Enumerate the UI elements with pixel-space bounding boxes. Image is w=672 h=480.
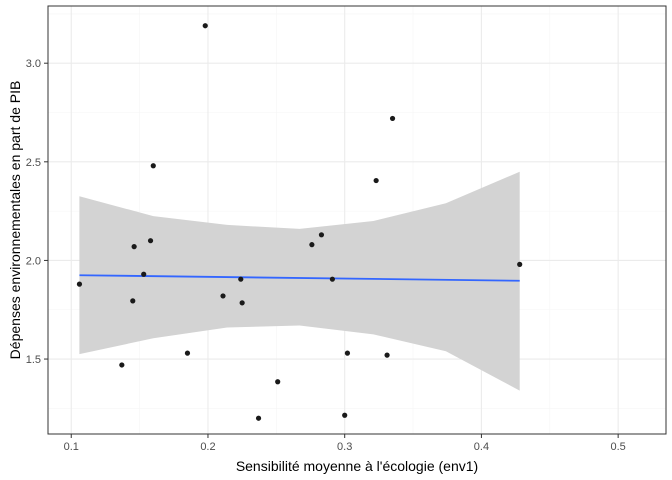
data-point: [150, 163, 156, 169]
data-point: [119, 362, 125, 368]
x-tick-label: 0.4: [474, 441, 489, 453]
plot-panel-border: [47, 5, 667, 435]
data-point: [220, 293, 226, 299]
data-point: [389, 115, 396, 122]
y-tick-label: 1.5: [26, 354, 41, 366]
data-point: [255, 415, 262, 421]
y-tick-label: 2.0: [26, 255, 41, 267]
data-point: [373, 177, 379, 184]
x-tick-label: 0.2: [200, 441, 215, 453]
confidence-band: [79, 171, 520, 391]
x-axis-ticks: 0.1 0.2 0.3 0.4 0.5: [64, 434, 626, 453]
data-point: [238, 276, 244, 282]
data-point: [275, 379, 281, 385]
data-point: [342, 412, 348, 418]
y-axis-title: Dépenses environnementales en part de PI…: [7, 81, 23, 360]
data-point: [239, 300, 245, 306]
y-tick-label: 2.5: [26, 157, 41, 169]
data-points: [76, 23, 523, 421]
regression-line: [79, 274, 520, 282]
data-point: [344, 350, 351, 356]
data-point: [309, 242, 315, 248]
data-point: [184, 350, 191, 356]
data-point: [329, 276, 335, 282]
x-axis-title: Sensibilité moyenne à l'écologie (env1): [236, 458, 478, 474]
data-point: [141, 271, 147, 277]
data-point: [147, 238, 154, 244]
y-tick-label: 3.0: [26, 58, 41, 70]
data-point: [130, 298, 136, 304]
data-point: [517, 261, 523, 267]
data-point: [202, 23, 208, 29]
data-point: [318, 232, 325, 238]
data-point: [76, 281, 83, 287]
data-point: [131, 244, 137, 250]
x-tick-label: 0.1: [64, 441, 79, 453]
x-tick-label: 0.5: [610, 441, 625, 453]
y-axis-ticks: 1.5 2.0 2.5 3.0: [26, 58, 48, 366]
x-tick-label: 0.3: [337, 441, 352, 453]
data-point: [384, 352, 390, 358]
